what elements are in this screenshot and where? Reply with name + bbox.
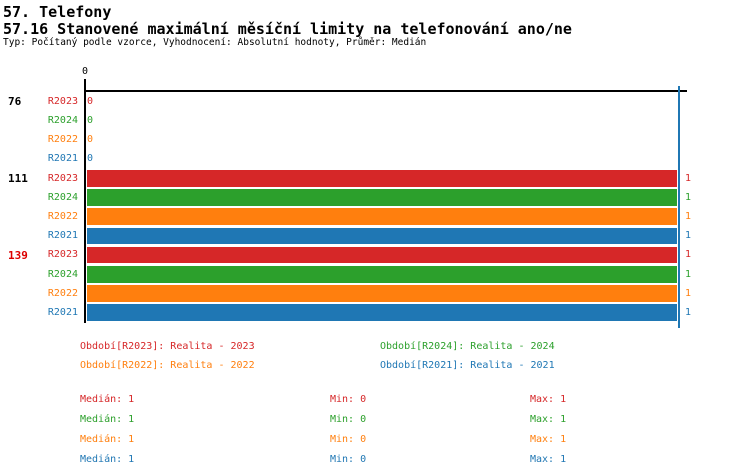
stats-row-r2023: Medián: 1 Min: 0 Max: 1	[0, 394, 750, 408]
bar-r2024	[87, 266, 677, 283]
series-label-r2024: R2024	[47, 191, 78, 203]
stat-max: Max: 1	[530, 394, 567, 405]
stat-median: Medián: 1	[80, 434, 135, 445]
stat-max: Max: 1	[530, 414, 567, 425]
legend-item-r2024: Období[R2024]: Realita - 2024	[380, 341, 555, 352]
bar-row: R2021 1	[0, 227, 750, 245]
bar-r2022	[87, 208, 677, 225]
stat-median: Medián: 1	[80, 394, 135, 405]
series-label-r2021: R2021	[47, 153, 78, 165]
page-title: 57. Telefony	[3, 3, 112, 21]
bar-r2022	[87, 285, 677, 302]
group-label-111: 111	[8, 172, 28, 185]
stat-min: Min: 0	[330, 434, 367, 445]
series-label-r2022: R2022	[47, 134, 78, 146]
bar-value-label: 1	[685, 287, 692, 299]
stat-min: Min: 0	[330, 414, 367, 425]
bar-r2024	[87, 189, 677, 206]
chart-meta-line: Typ: Počítaný podle vzorce, Vyhodnocení:…	[3, 37, 427, 48]
bar-row: R2024 1	[0, 266, 750, 283]
x-axis-origin-label: 0	[81, 66, 89, 77]
bar-value-label: 0	[87, 134, 94, 146]
bar-value-label: 1	[685, 268, 692, 280]
bar-row: R2021 1	[0, 304, 750, 321]
bar-r2023	[87, 246, 677, 264]
stat-min: Min: 0	[330, 394, 367, 405]
series-label-r2024: R2024	[47, 114, 78, 126]
bar-r2023	[87, 170, 677, 187]
stat-median: Medián: 1	[80, 414, 135, 425]
group-label-139-highlighted: 139	[8, 248, 28, 262]
series-label-r2023: R2023	[47, 249, 78, 261]
series-label-r2021: R2021	[47, 230, 78, 242]
bar-value-label: 1	[685, 249, 692, 261]
stats-block: Medián: 1 Min: 0 Max: 1 Medián: 1 Min: 0…	[0, 394, 750, 474]
legend-item-r2021: Období[R2021]: Realita - 2021	[380, 360, 555, 371]
bar-row: R2021 0	[0, 151, 750, 168]
bar-row: R2024 1	[0, 189, 750, 206]
series-label-r2022: R2022	[47, 210, 78, 222]
bar-value-label: 0	[87, 95, 94, 107]
bar-r2021	[87, 227, 677, 245]
bar-value-label: 1	[685, 230, 692, 242]
stats-row-r2024: Medián: 1 Min: 0 Max: 1	[0, 414, 750, 428]
bar-value-label: 1	[685, 210, 692, 222]
y-axis-line	[84, 79, 86, 323]
stat-min: Min: 0	[330, 454, 367, 465]
legend: Období[R2023]: Realita - 2023 Období[R20…	[0, 341, 750, 379]
series-label-r2023: R2023	[47, 95, 78, 107]
legend-item-r2023: Období[R2023]: Realita - 2023	[80, 341, 255, 352]
bar-r2021	[87, 304, 677, 321]
bar-value-label: 1	[685, 191, 692, 203]
group-label-76: 76	[8, 95, 22, 109]
legend-item-r2022: Období[R2022]: Realita - 2022	[80, 360, 255, 371]
bar-chart: 0 76 R2023 0 R2024 0 R2022 0 R2021 0 111…	[0, 66, 750, 328]
bar-row: R2024 0	[0, 112, 750, 129]
bar-row: R2022 1	[0, 285, 750, 302]
bar-row: 139 R2023 1	[0, 246, 750, 264]
x-axis-line	[84, 90, 687, 92]
series-label-r2024: R2024	[47, 268, 78, 280]
bar-value-label: 1	[685, 172, 692, 184]
bar-value-label: 1	[685, 306, 692, 318]
bar-row: 111 R2023 1	[0, 170, 750, 187]
stat-max: Max: 1	[530, 434, 567, 445]
bar-value-label: 0	[87, 114, 94, 126]
median-line	[678, 86, 680, 328]
bar-row: R2022 0	[0, 132, 750, 149]
bar-row: 76 R2023 0	[0, 93, 750, 110]
series-label-r2021: R2021	[47, 306, 78, 318]
chart-title: 57.16 Stanovené maximální měsíční limity…	[3, 20, 572, 38]
stat-max: Max: 1	[530, 454, 567, 465]
stats-row-r2022: Medián: 1 Min: 0 Max: 1	[0, 434, 750, 448]
stats-row-r2021: Medián: 1 Min: 0 Max: 1	[0, 454, 750, 468]
bar-row: R2022 1	[0, 208, 750, 225]
series-label-r2022: R2022	[47, 287, 78, 299]
stat-median: Medián: 1	[80, 454, 135, 465]
bar-value-label: 0	[87, 153, 94, 165]
series-label-r2023: R2023	[47, 172, 78, 184]
